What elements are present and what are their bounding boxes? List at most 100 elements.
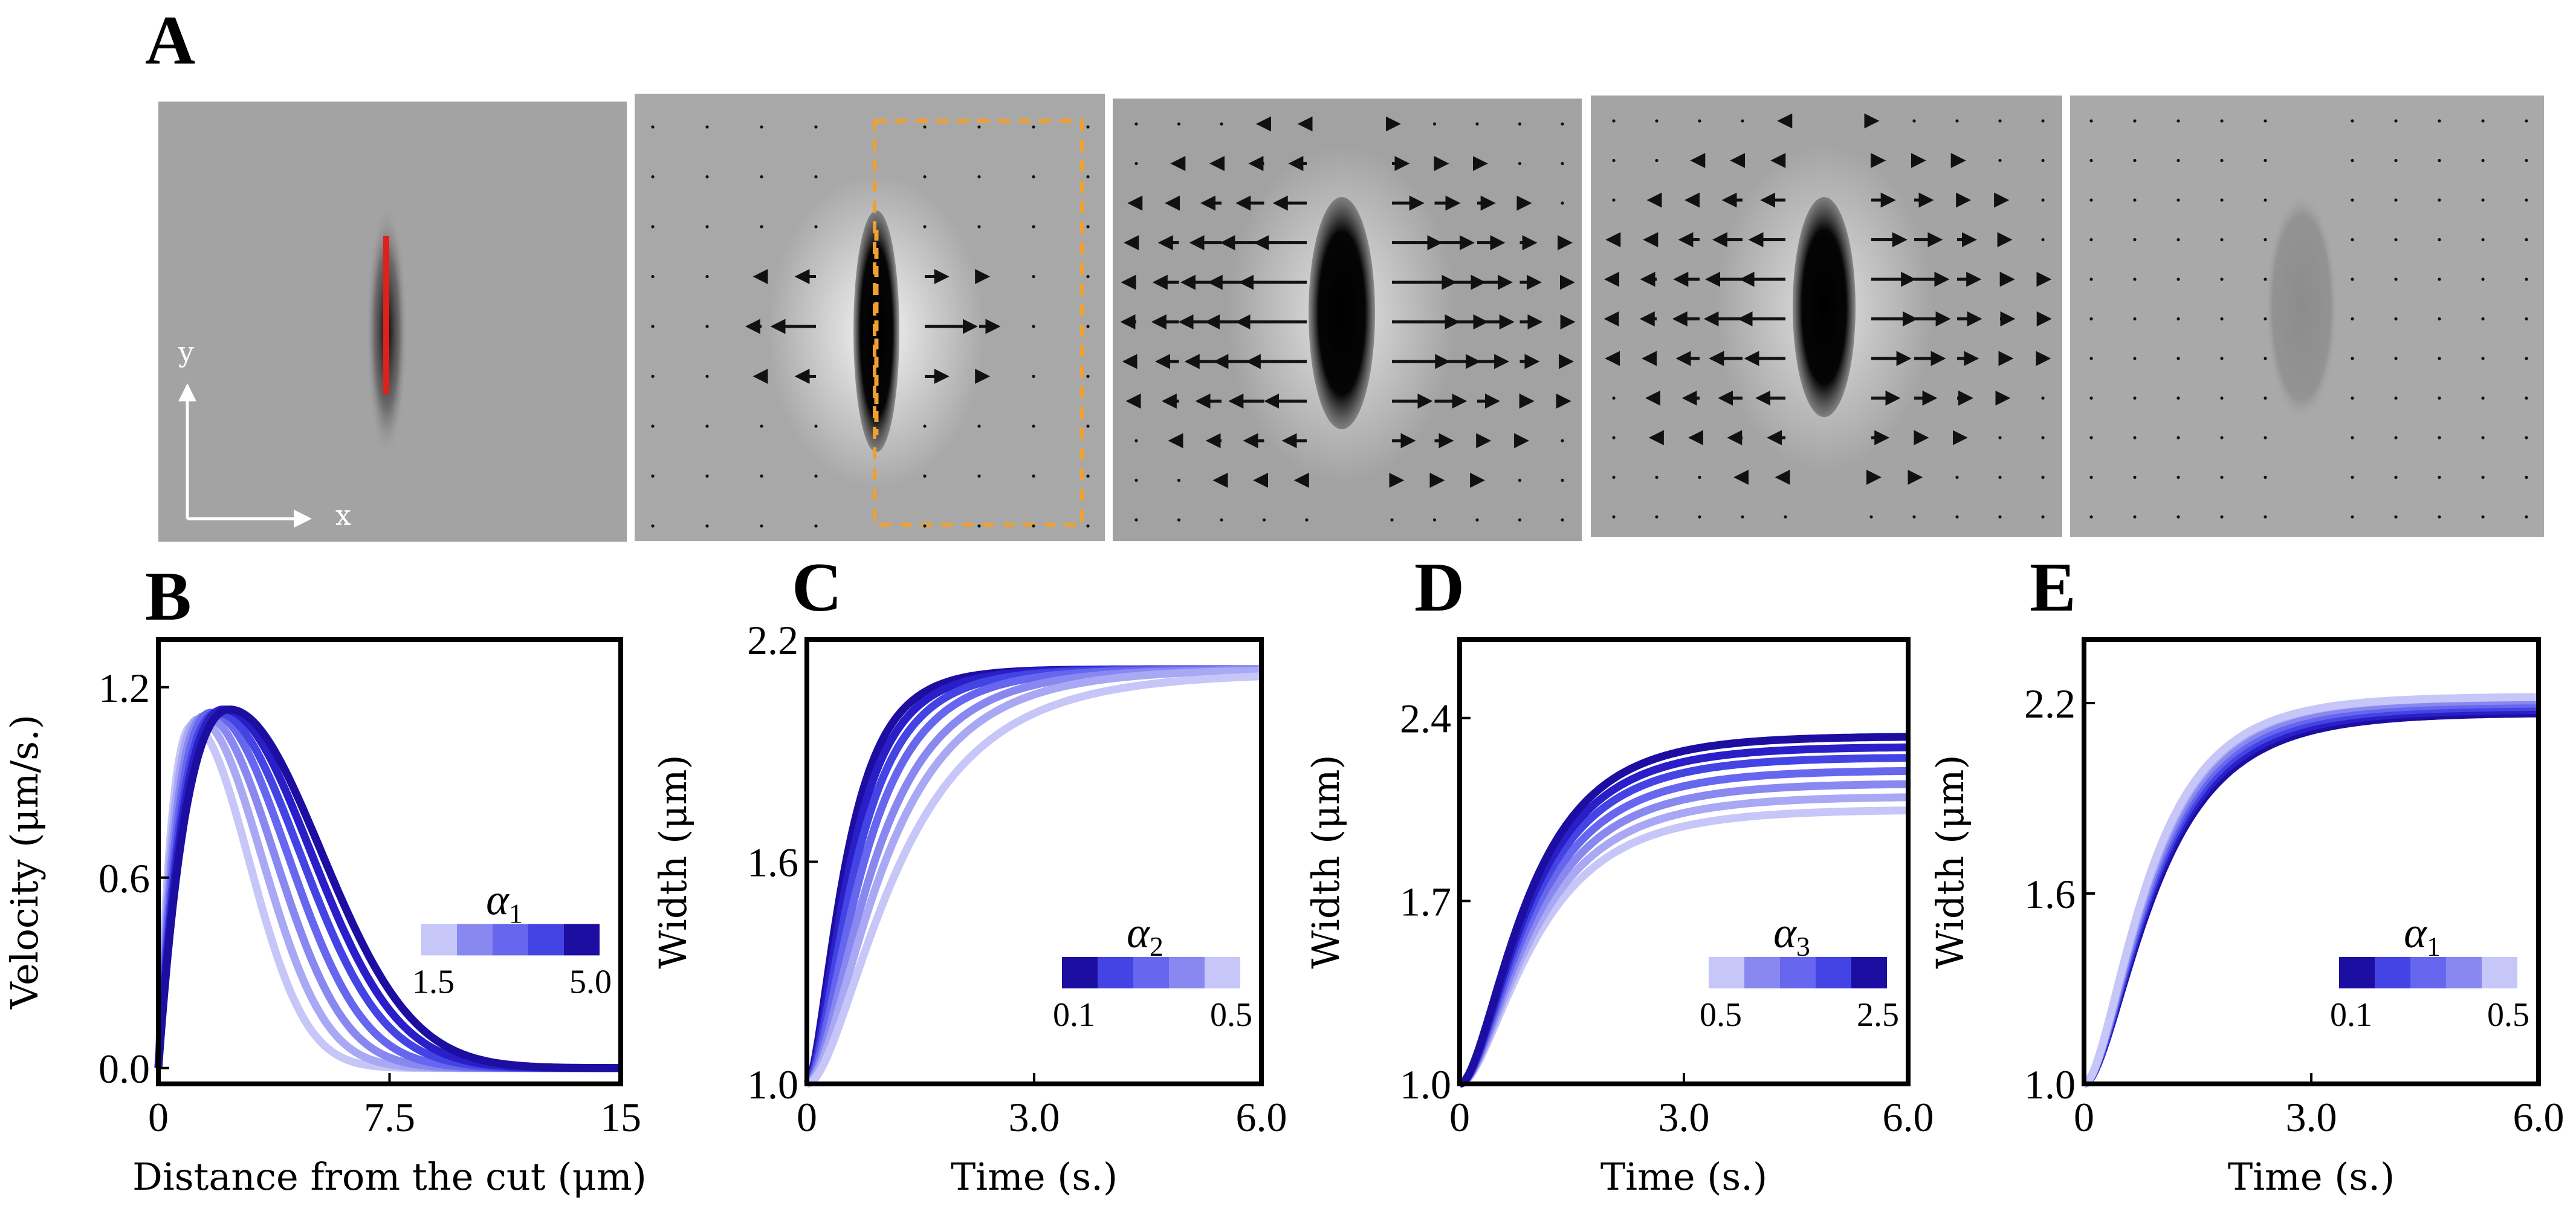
grid-dot bbox=[2220, 158, 2224, 163]
y-tick-label: 1.0 bbox=[2024, 1062, 2076, 1107]
legend-swatch bbox=[1780, 957, 1816, 988]
grid-dot bbox=[2481, 357, 2485, 360]
grid-dot bbox=[2438, 475, 2441, 479]
y-axis-title: Width (μm) bbox=[651, 754, 695, 968]
legend-max-label: 0.5 bbox=[1210, 996, 1252, 1034]
x-tick-label: 6.0 bbox=[2513, 1094, 2565, 1140]
grid-dot bbox=[1032, 125, 1035, 129]
grid-dot bbox=[2220, 515, 2224, 519]
legend-swatch bbox=[1709, 957, 1744, 988]
grid-dot bbox=[1698, 515, 1701, 519]
grid-dot bbox=[1032, 225, 1035, 229]
plot-frame bbox=[1457, 637, 1911, 1086]
legend-swatch bbox=[2375, 957, 2410, 988]
chart-d: 0 3.0 6.0 1.0 1.7 2.4 Time (s.) Width (μm) α3 0.5… bbox=[1304, 637, 1934, 1199]
grid-dot bbox=[2438, 198, 2441, 202]
grid-dot bbox=[1134, 478, 1138, 482]
grid-dot bbox=[705, 225, 709, 229]
grid-dot bbox=[2220, 238, 2224, 242]
grid-dot bbox=[2133, 515, 2137, 519]
grid-dot bbox=[2394, 158, 2398, 163]
y-tick-label: 1.6 bbox=[2024, 871, 2076, 917]
grid-dot bbox=[651, 325, 655, 328]
grid-dot bbox=[1032, 274, 1035, 279]
grid-dot bbox=[2264, 396, 2267, 400]
grid-dot bbox=[1177, 518, 1181, 522]
grid-dot bbox=[1561, 161, 1564, 166]
grid-dot bbox=[2351, 317, 2354, 321]
grid-dot bbox=[2438, 515, 2441, 519]
grid-dot bbox=[1134, 161, 1138, 166]
grid-dot bbox=[1475, 122, 1479, 126]
grid-dot bbox=[1561, 478, 1564, 482]
panel-label-e: E bbox=[2030, 549, 2076, 626]
grid-dot bbox=[1655, 515, 1659, 519]
grid-dot bbox=[2133, 436, 2137, 439]
grid-dot bbox=[2394, 277, 2398, 281]
grid-dot bbox=[2176, 475, 2180, 479]
grid-dot bbox=[2133, 475, 2137, 479]
panel-a-tile-1: x y bbox=[158, 102, 627, 542]
panel-a-tile-3 bbox=[1113, 99, 1582, 541]
legend-swatch bbox=[2410, 957, 2446, 988]
grid-dot bbox=[2089, 277, 2093, 281]
grid-dot bbox=[651, 274, 655, 279]
series-line bbox=[154, 721, 622, 1072]
y-axis-title: Velocity (μm/s.) bbox=[2, 715, 47, 1010]
grid-dot bbox=[923, 474, 927, 478]
grid-dot bbox=[1955, 515, 1959, 519]
grid-dot bbox=[1612, 158, 1616, 163]
grid-dot bbox=[1032, 325, 1035, 328]
grid-dot bbox=[1032, 175, 1035, 179]
grid-dot bbox=[1955, 475, 1959, 479]
legend-swatch bbox=[564, 924, 600, 956]
grid-dot bbox=[2351, 119, 2354, 123]
grid-dot bbox=[2525, 515, 2528, 519]
grid-dot bbox=[2351, 357, 2354, 360]
grid-dot bbox=[705, 175, 709, 179]
x-tick-label: 6.0 bbox=[1883, 1094, 1934, 1140]
legend-swatch bbox=[1062, 957, 1098, 988]
y-tick-label: 2.2 bbox=[747, 617, 798, 663]
grid-dot bbox=[977, 125, 981, 129]
charts: 0 7.5 15 0.0 0.6 1.2 Distance from the cut (μm… bbox=[2, 617, 2565, 1199]
legend-swatch bbox=[2446, 957, 2482, 988]
panel-a-tile-2 bbox=[635, 94, 1105, 541]
grid-dot bbox=[2089, 158, 2093, 163]
grid-dot bbox=[705, 125, 709, 129]
grid-dot bbox=[1177, 478, 1181, 482]
grid-dot bbox=[2089, 238, 2093, 242]
y-tick-label: 1.6 bbox=[747, 840, 798, 886]
grid-dot bbox=[2264, 119, 2267, 123]
grid-dot bbox=[923, 524, 927, 528]
grid-dot bbox=[705, 524, 709, 528]
grid-dot bbox=[1741, 119, 1744, 123]
grid-dot bbox=[2438, 317, 2441, 321]
grid-dot bbox=[1998, 475, 2002, 479]
legend-swatch bbox=[2482, 957, 2517, 988]
grid-dot bbox=[2133, 277, 2137, 281]
grid-dot bbox=[2264, 277, 2267, 281]
grid-dot bbox=[1612, 119, 1616, 123]
grid-dot bbox=[2089, 198, 2093, 202]
grid-dot bbox=[814, 225, 818, 229]
grid-dot bbox=[814, 125, 818, 129]
grid-dot bbox=[705, 474, 709, 478]
grid-dot bbox=[2264, 158, 2267, 163]
grid-dot bbox=[1698, 475, 1701, 479]
grid-dot bbox=[2176, 317, 2180, 321]
grid-dot bbox=[2176, 158, 2180, 163]
grid-dot bbox=[2481, 436, 2485, 439]
grid-dot bbox=[977, 474, 981, 478]
grid-dot bbox=[2525, 277, 2528, 281]
grid-dot bbox=[2089, 119, 2093, 123]
grid-dot bbox=[2264, 515, 2267, 519]
grid-dot bbox=[1912, 515, 1916, 519]
grid-dot bbox=[2176, 357, 2180, 360]
grid-dot bbox=[760, 524, 763, 528]
legend-title: α1 bbox=[486, 875, 523, 929]
panel-a-tiles: x y bbox=[158, 94, 2544, 542]
grid-dot bbox=[2264, 238, 2267, 242]
grid-dot bbox=[2525, 198, 2528, 202]
grid-dot bbox=[1612, 396, 1616, 400]
